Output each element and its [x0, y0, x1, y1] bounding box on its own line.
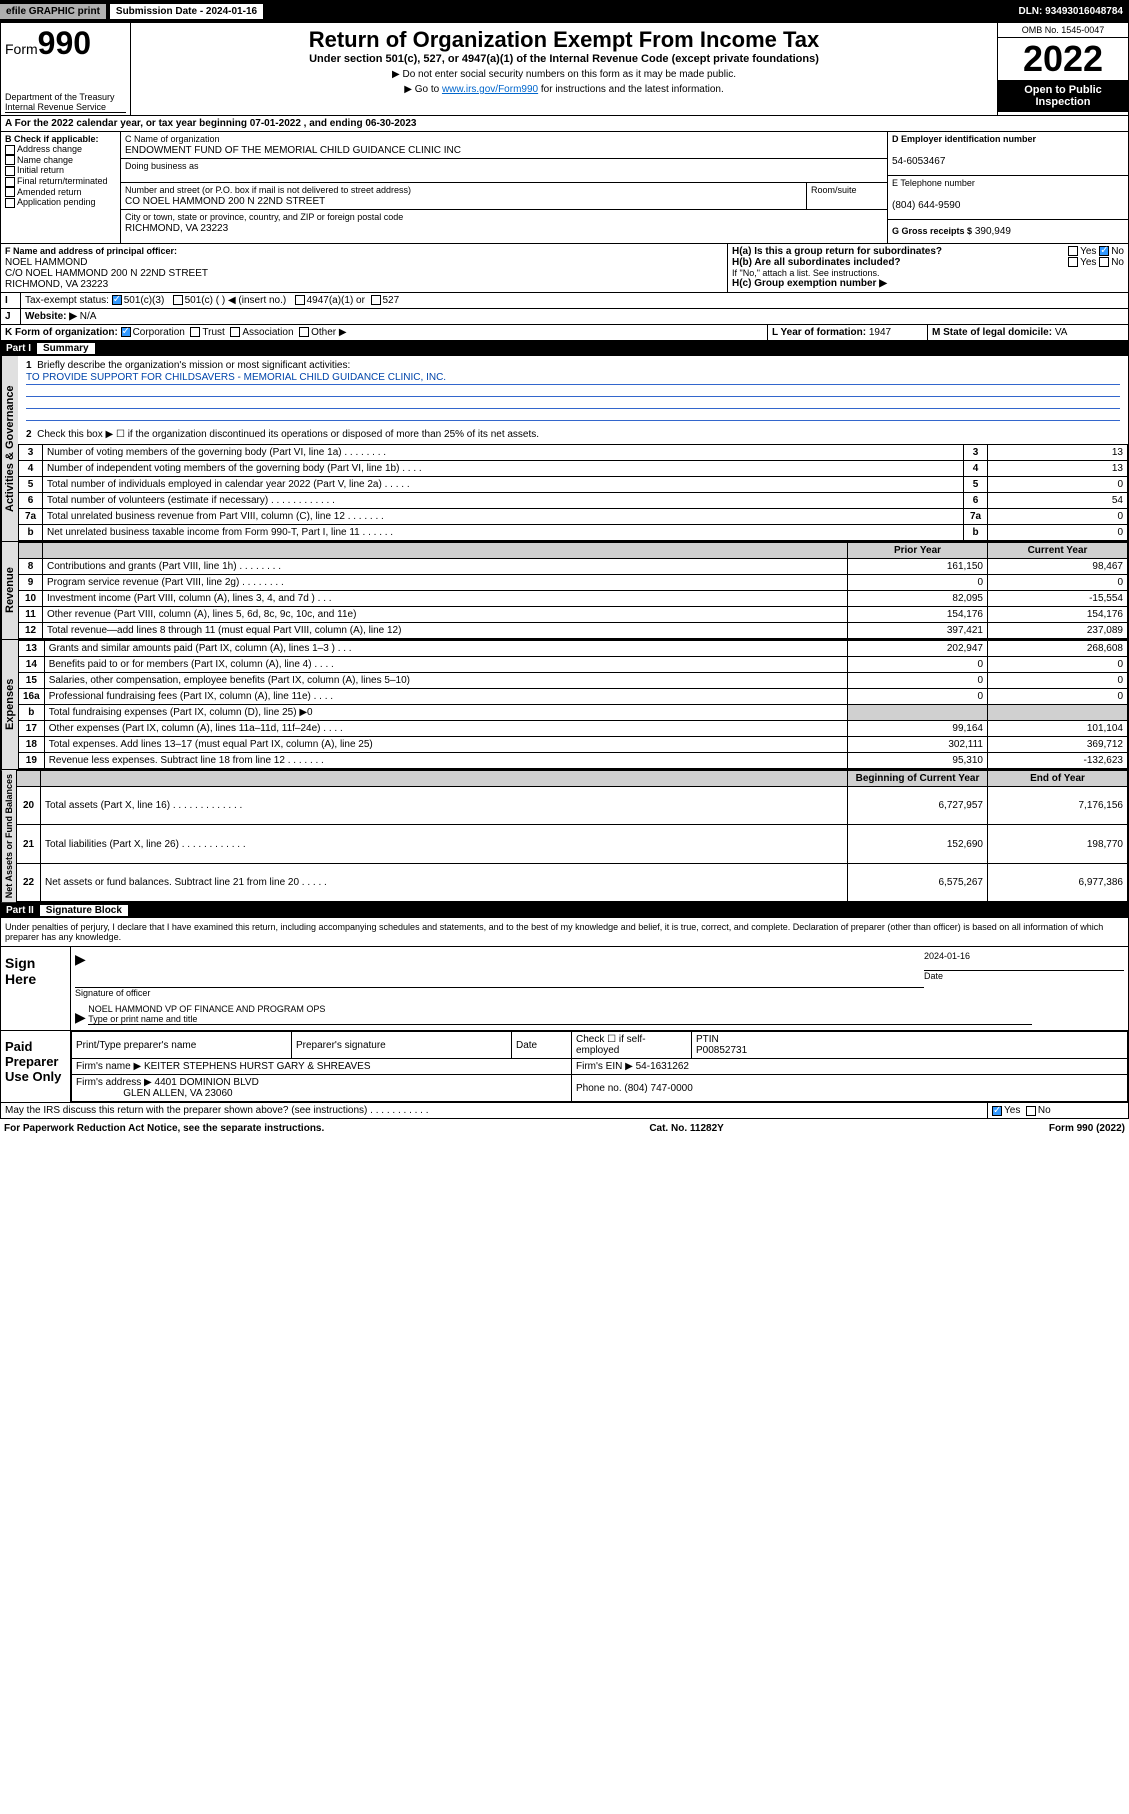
city-state-zip: RICHMOND, VA 23223	[125, 223, 228, 234]
omb-number: OMB No. 1545-0047	[998, 23, 1128, 38]
footer: For Paperwork Reduction Act Notice, see …	[0, 1119, 1129, 1138]
firm-name: KEITER STEPHENS HURST GARY & SHREAVES	[144, 1061, 371, 1072]
gross-receipts: 390,949	[975, 226, 1011, 237]
vlabel-rev: Revenue	[1, 542, 18, 639]
officer-addr: C/O NOEL HAMMOND 200 N 22ND STREET	[5, 268, 208, 279]
form-subtitle: Under section 501(c), 527, or 4947(a)(1)…	[135, 53, 993, 65]
line2-label: Check this box ▶ ☐ if the organization d…	[37, 429, 539, 440]
org-name: ENDOWMENT FUND OF THE MEMORIAL CHILD GUI…	[125, 145, 461, 156]
ptin: P00852731	[696, 1045, 747, 1056]
instructions-link-line: ▶ Go to www.irs.gov/Form990 for instruct…	[135, 84, 993, 95]
irs-link[interactable]: www.irs.gov/Form990	[442, 84, 538, 95]
irs-label: Internal Revenue Service	[5, 102, 126, 113]
section-f-label: F Name and address of principal officer:	[5, 246, 177, 256]
line1-label: Briefly describe the organization's miss…	[37, 360, 350, 371]
phone: (804) 644-9590	[892, 200, 960, 211]
sign-here-label: Sign Here	[1, 947, 71, 1030]
state-domicile: M State of legal domicile: VA	[928, 325, 1128, 340]
section-d-label: D Employer identification number	[892, 134, 1036, 144]
firm-addr2: GLEN ALLEN, VA 23060	[123, 1088, 232, 1099]
ssn-warning: ▶ Do not enter social security numbers o…	[135, 69, 993, 80]
ag-table: 3Number of voting members of the governi…	[18, 444, 1128, 541]
dln-label: DLN: 93493016048784	[1018, 6, 1129, 17]
officer-city: RICHMOND, VA 23223	[5, 279, 108, 290]
part1-header: Part ISummary	[0, 341, 1129, 356]
revenue-table: Prior YearCurrent Year 8Contributions an…	[18, 542, 1128, 639]
netassets-table: Beginning of Current YearEnd of Year 20T…	[16, 770, 1128, 902]
top-bar: efile GRAPHIC print Submission Date - 20…	[0, 0, 1129, 22]
paperwork-notice: For Paperwork Reduction Act Notice, see …	[4, 1123, 324, 1134]
room-label: Room/suite	[811, 185, 857, 195]
paid-preparer-label: Paid Preparer Use Only	[1, 1031, 71, 1102]
sig-officer-label: Signature of officer	[75, 988, 150, 998]
city-label: City or town, state or province, country…	[125, 212, 403, 222]
form-title: Return of Organization Exempt From Incom…	[135, 27, 993, 53]
form-of-org: K Form of organization: Corporation Trus…	[1, 325, 768, 340]
firm-ein: 54-1631262	[636, 1061, 689, 1072]
vlabel-exp: Expenses	[1, 640, 18, 769]
section-e-label: E Telephone number	[892, 178, 975, 188]
discuss-yesno: Yes No	[988, 1103, 1128, 1118]
part2-header: Part IISignature Block	[0, 903, 1129, 918]
addr-label: Number and street (or P.O. box if mail i…	[125, 185, 411, 195]
vlabel-ag: Activities & Governance	[1, 356, 18, 541]
ein: 54-6053467	[892, 156, 945, 167]
form-header: Form990 Department of the Treasury Inter…	[0, 22, 1129, 116]
hb-line: H(b) Are all subordinates included? Yes …	[732, 257, 1124, 268]
open-inspection: Open to Public Inspection	[998, 80, 1128, 112]
mission-text: TO PROVIDE SUPPORT FOR CHILDSAVERS - MEM…	[26, 371, 1120, 385]
firm-addr1: 4401 DOMINION BLVD	[155, 1077, 259, 1088]
efile-button[interactable]: efile GRAPHIC print	[0, 4, 106, 19]
tax-year: 2022	[998, 38, 1128, 80]
firm-phone: (804) 747-0000	[624, 1083, 692, 1094]
declaration: Under penalties of perjury, I declare th…	[0, 918, 1129, 946]
tax-year-range: A For the 2022 calendar year, or tax yea…	[1, 116, 1128, 131]
officer-name: NOEL HAMMOND	[5, 257, 87, 268]
dept-label: Department of the Treasury	[5, 92, 126, 102]
year-formation: L Year of formation: 1947	[768, 325, 928, 340]
section-g-label: G Gross receipts $	[892, 226, 972, 236]
cat-no: Cat. No. 11282Y	[649, 1123, 723, 1134]
officer-name-title: NOEL HAMMOND VP OF FINANCE AND PROGRAM O…	[88, 1004, 325, 1014]
sig-date: 2024-01-16	[924, 951, 1124, 971]
section-c-label: C Name of organization	[125, 134, 220, 144]
website-line: Website: ▶ N/A	[21, 309, 1128, 324]
submission-date: Submission Date - 2024-01-16	[110, 4, 263, 19]
preparer-table: Print/Type preparer's name Preparer's si…	[71, 1031, 1128, 1102]
expenses-table: 13Grants and similar amounts paid (Part …	[18, 640, 1128, 769]
tax-exempt-status: Tax-exempt status: 501(c)(3) 501(c) ( ) …	[21, 293, 1128, 308]
dba-label: Doing business as	[125, 161, 199, 171]
street-address: CO NOEL HAMMOND 200 N 22ND STREET	[125, 196, 325, 207]
form-number: Form990	[5, 25, 126, 62]
ha-line: H(a) Is this a group return for subordin…	[732, 246, 1124, 257]
vlabel-na: Net Assets or Fund Balances	[1, 770, 16, 902]
hc-line: H(c) Group exemption number ▶	[732, 278, 1124, 289]
form-ref: Form 990 (2022)	[1049, 1123, 1125, 1134]
discuss-line: May the IRS discuss this return with the…	[1, 1103, 988, 1118]
h-note: If "No," attach a list. See instructions…	[732, 268, 1124, 278]
section-b: B Check if applicable: Address change Na…	[1, 132, 121, 243]
